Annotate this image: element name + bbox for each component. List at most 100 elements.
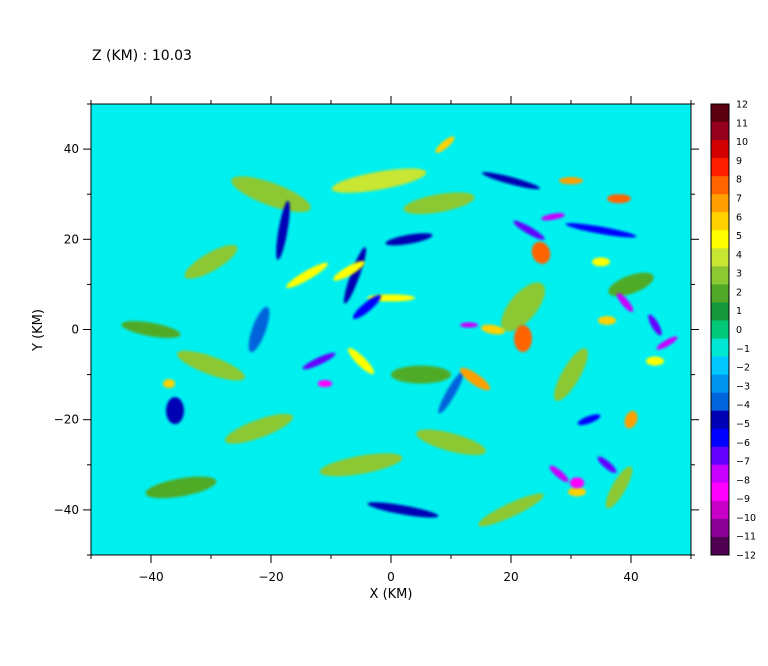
colorbar-swatch: [711, 518, 729, 538]
colorbar-swatch: [711, 446, 729, 466]
field-feature-35: [435, 136, 455, 153]
colorbar-swatch: [711, 212, 729, 231]
field-feature-41: [597, 456, 617, 473]
field-feature-31: [565, 223, 637, 238]
x-axis: −40 −20 0 20 40: [90, 96, 692, 584]
colorbar-swatch: [711, 356, 729, 376]
field-feature-36: [163, 379, 175, 389]
colorbar-swatch: [711, 338, 729, 358]
colorbar-label: 10: [736, 137, 748, 148]
field-feature-46: [616, 292, 634, 312]
colorbar-swatch: [711, 122, 729, 141]
colorbar-label: 6: [736, 212, 742, 223]
field-feature-28: [592, 257, 610, 267]
colorbar-label: −3: [736, 381, 750, 392]
x-tick-label: 40: [623, 570, 638, 584]
x-tick-label: 20: [503, 570, 518, 584]
colorbar-swatch: [711, 194, 729, 213]
colorbar-label: 4: [736, 250, 742, 261]
field-feature-42: [459, 367, 491, 391]
field-feature-37: [598, 315, 616, 325]
field-feature-29: [646, 356, 664, 366]
colorbar-label: −10: [736, 513, 756, 524]
x-axis-label: X (KM): [370, 587, 413, 602]
colorbar-swatch: [711, 266, 729, 285]
colorbar-label: 3: [736, 269, 742, 280]
colorbar-label: 5: [736, 231, 742, 242]
field-feature-49: [460, 322, 478, 328]
field-feature-3: [391, 365, 451, 384]
colorbar-swatch: [711, 392, 729, 412]
colorbar-label: −6: [736, 438, 750, 449]
field-feature-4: [231, 176, 311, 213]
field-feature-45: [541, 213, 565, 221]
field-feature-2: [608, 272, 654, 297]
colorbar-swatch: [711, 104, 729, 123]
colorbar-swatch: [711, 302, 729, 321]
colorbar: 1211109876543210−1−2−3−4−5−6−7−8−9−10−11…: [710, 100, 756, 562]
field-feature-38: [302, 352, 336, 370]
colorbar-label: −5: [736, 419, 750, 430]
field-feature-10: [319, 453, 403, 477]
colorbar-swatch: [711, 464, 729, 484]
field-feature-11: [478, 493, 544, 527]
field-feature-40: [648, 314, 662, 336]
field-feature-1: [145, 476, 217, 499]
field-feature-0: [121, 321, 181, 338]
colorbar-swatch: [711, 410, 729, 430]
field-feature-7: [177, 350, 245, 381]
colorbar-label: 7: [736, 193, 742, 204]
colorbar-label: −9: [736, 494, 750, 505]
field-feature-24: [333, 261, 365, 281]
field-feature-23: [166, 397, 184, 425]
field-feature-52: [607, 194, 631, 204]
field-feature-44: [624, 410, 638, 429]
field-feature-54: [569, 477, 585, 489]
field-feature-26: [347, 347, 375, 375]
x-tick-label: 0: [387, 570, 395, 584]
colorbar-swatch: [711, 284, 729, 303]
field-feature-30: [352, 294, 382, 320]
field-feature-8: [225, 413, 293, 444]
field-feature-14: [605, 466, 633, 509]
field-feature-33: [481, 324, 505, 335]
field-feature-21: [367, 502, 439, 518]
chart-title: Z (KM) : 10.03: [92, 48, 192, 64]
colorbar-swatch: [711, 428, 729, 448]
field-feature-17: [331, 168, 427, 193]
colorbar-swatch: [711, 482, 729, 502]
y-axis-label: Y (KM): [31, 309, 46, 352]
field-feature-47: [656, 336, 678, 350]
x-tick-label: −40: [138, 570, 163, 584]
y-tick-label: 0: [71, 323, 79, 337]
field-feature-15: [438, 371, 464, 414]
field-feature-20: [385, 233, 433, 246]
y-tick-label: −20: [54, 413, 79, 427]
colorbar-label: −4: [736, 400, 750, 411]
colorbar-swatch: [711, 320, 729, 340]
field-feature-25: [286, 262, 328, 288]
plot-features: [121, 136, 678, 527]
colorbar-swatch: [711, 176, 729, 195]
colorbar-label: 11: [736, 118, 748, 129]
y-tick-label: −40: [54, 503, 79, 517]
colorbar-swatch: [711, 500, 729, 520]
field-feature-9: [416, 429, 486, 456]
field-feature-5: [403, 192, 475, 215]
field-feature-12: [184, 244, 238, 279]
colorbar-label: 9: [736, 156, 742, 167]
field-feature-19: [276, 200, 290, 260]
x-tick-label: −20: [258, 570, 283, 584]
colorbar-swatch: [711, 230, 729, 249]
colorbar-label: −11: [736, 532, 756, 543]
field-feature-13: [554, 348, 588, 401]
colorbar-label: −2: [736, 363, 750, 374]
colorbar-label: −12: [736, 551, 756, 562]
colorbar-swatch: [711, 248, 729, 267]
field-feature-43: [559, 177, 583, 185]
colorbar-label: 2: [736, 287, 742, 298]
colorbar-label: −7: [736, 457, 750, 468]
field-feature-51: [531, 241, 551, 264]
field-feature-22: [482, 172, 540, 190]
colorbar-swatch: [711, 140, 729, 159]
